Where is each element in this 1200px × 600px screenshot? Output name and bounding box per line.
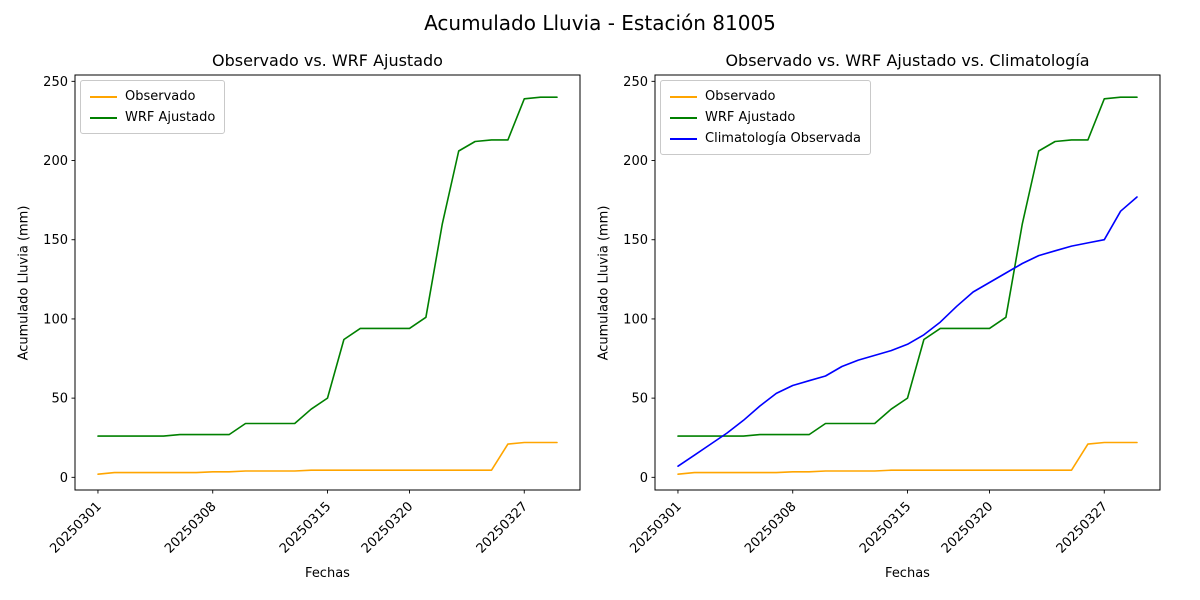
plot-area-left: 0 50 100 150 200 250 20250301 20250308 20250315 2… xyxy=(43,74,581,557)
svg-text:20250301: 20250301 xyxy=(47,499,104,556)
svg-text:250: 250 xyxy=(43,75,68,90)
legend-label: WRF Ajustado xyxy=(705,110,796,125)
svg-text:0: 0 xyxy=(640,471,648,486)
svg-text:200: 200 xyxy=(623,154,648,169)
legend-label: WRF Ajustado xyxy=(125,110,216,125)
svg-text:20250327: 20250327 xyxy=(1054,499,1111,556)
svg-text:20250308: 20250308 xyxy=(162,499,219,556)
svg-text:20250308: 20250308 xyxy=(742,499,799,556)
legend-item: WRF Ajustado xyxy=(90,107,215,128)
svg-text:100: 100 xyxy=(43,312,68,327)
svg-text:50: 50 xyxy=(51,392,68,407)
legend-line-wrf-ajustado xyxy=(670,116,697,119)
svg-text:50: 50 xyxy=(631,392,648,407)
svg-text:20250301: 20250301 xyxy=(627,499,684,556)
legend-label: Observado xyxy=(705,89,776,104)
x-axis-label: Fechas xyxy=(885,566,930,581)
svg-text:20250315: 20250315 xyxy=(277,499,334,556)
legend-line-observado xyxy=(670,95,697,98)
legend: Observado WRF Ajustado Climatología Obse… xyxy=(660,80,871,155)
y-axis-label: Acumulado Lluvia (mm) xyxy=(16,205,32,361)
svg-text:200: 200 xyxy=(43,154,68,169)
legend-line-observado xyxy=(90,95,117,98)
legend-item: WRF Ajustado xyxy=(670,107,861,128)
legend-label: Observado xyxy=(125,89,196,104)
svg-text:20250320: 20250320 xyxy=(939,499,996,556)
legend: Observado WRF Ajustado xyxy=(80,80,226,134)
svg-text:20250315: 20250315 xyxy=(857,499,914,556)
figure-title: Acumulado Lluvia - Estación 81005 xyxy=(424,11,776,35)
svg-text:150: 150 xyxy=(623,233,648,248)
svg-text:20250320: 20250320 xyxy=(359,499,416,556)
svg-text:250: 250 xyxy=(623,75,648,90)
svg-text:150: 150 xyxy=(43,233,68,248)
legend-item: Climatología Observada xyxy=(670,128,861,149)
subplot-title: Observado vs. WRF Ajustado vs. Climatolo… xyxy=(725,51,1090,70)
subplot-title: Observado vs. WRF Ajustado xyxy=(212,51,443,70)
svg-text:100: 100 xyxy=(623,312,648,327)
subplot-left: 0 50 100 150 200 250 20250301 20250308 20250315 2… xyxy=(16,51,581,581)
svg-text:0: 0 xyxy=(60,471,68,486)
subplot-right: 0 50 100 150 200 250 20250301 20250308 20250315 2… xyxy=(580,0,1200,600)
legend-item: Observado xyxy=(90,86,215,107)
legend-label: Climatología Observada xyxy=(705,131,861,146)
x-axis-label: Fechas xyxy=(305,566,350,581)
legend-item: Observado xyxy=(670,86,861,107)
y-axis-label: Acumulado Lluvia (mm) xyxy=(596,205,612,361)
legend-line-wrf-ajustado xyxy=(90,116,117,119)
plot-area-right: 0 50 100 150 200 250 20250301 20250308 20250315 2… xyxy=(623,74,1161,557)
svg-text:20250327: 20250327 xyxy=(474,499,531,556)
legend-line-climatologia xyxy=(670,137,697,140)
